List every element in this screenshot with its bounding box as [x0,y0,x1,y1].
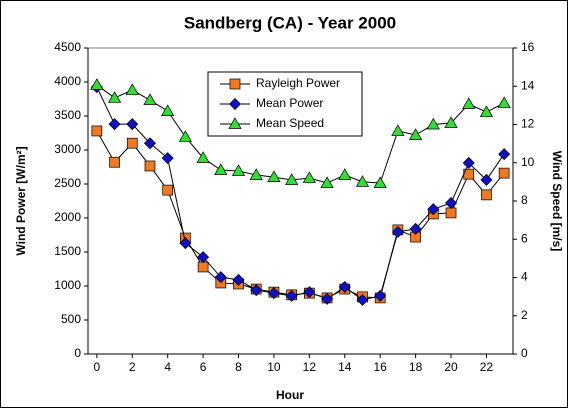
y-tick-label: 1500 [54,244,81,258]
marker [391,124,405,136]
marker [179,237,192,250]
marker [374,289,387,302]
x-axis-label: Hour [276,388,304,402]
marker [481,189,492,201]
marker [338,281,351,294]
marker [356,293,369,306]
marker [231,164,246,176]
marker [196,151,210,163]
y2-tick-label: 6 [521,231,528,245]
y2-tick-label: 12 [521,117,535,131]
marker [391,225,404,238]
y-tick-label: 3500 [54,108,81,122]
y2-axis-label: Wind Speed [m/s] [550,151,564,252]
x-tick-label: 16 [374,360,388,374]
marker [109,156,120,168]
y2-tick-label: 8 [521,193,528,207]
y2-tick-label: 10 [521,155,535,169]
marker [250,284,263,297]
x-tick-label: 0 [94,360,101,374]
marker [497,96,511,108]
marker [197,261,209,273]
marker [90,78,104,90]
x-tick-label: 2 [129,360,136,374]
marker [409,128,423,140]
marker [125,83,139,95]
legend-label: Mean Power [256,96,323,110]
marker [267,287,280,300]
marker [321,292,334,305]
x-tick-label: 20 [444,360,458,374]
y-tick-label: 4500 [54,40,81,54]
y-tick-label: 2000 [54,210,81,224]
marker [480,173,493,186]
y2-tick-label: 0 [521,346,528,360]
marker [426,117,440,130]
marker [445,207,457,219]
marker [303,286,316,299]
legend-label: Mean Speed [256,116,324,130]
marker [498,148,511,161]
marker [320,176,334,188]
marker [197,251,210,264]
x-tick-label: 8 [235,360,242,374]
marker [229,98,241,110]
y2-tick-label: 2 [521,308,528,322]
marker [427,203,440,216]
y2-tick-label: 16 [521,40,535,54]
x-tick-label: 10 [267,360,281,374]
y2-tick-label: 4 [521,270,528,284]
y-tick-label: 3000 [54,142,81,156]
marker [445,197,458,210]
x-tick-label: 12 [303,360,317,374]
x-tick-label: 18 [409,360,423,374]
legend-label: Rayleigh Power [256,76,340,90]
marker [302,171,316,183]
marker [232,273,245,286]
marker [498,167,510,179]
marker [229,78,241,90]
marker [91,125,103,137]
y-tick-label: 1000 [54,278,81,292]
marker [338,168,352,180]
marker [161,104,175,116]
marker [462,97,476,109]
marker [228,117,242,129]
x-tick-label: 6 [200,360,207,374]
marker [249,168,263,180]
marker [214,163,228,175]
x-tick-label: 14 [338,360,352,374]
marker [444,116,458,128]
marker [143,137,156,150]
x-tick-label: 4 [164,360,171,374]
marker [479,105,494,117]
marker [126,118,139,131]
marker [409,222,422,235]
y-axis-label: Wind Power [W/m²] [14,146,28,255]
marker [214,271,227,284]
chart-title: Sandberg (CA) - Year 2000 [184,13,396,32]
y-tick-label: 4000 [54,74,81,88]
marker [373,176,387,188]
marker [355,175,370,187]
marker [267,170,281,182]
marker [462,156,475,169]
marker [285,289,298,302]
y-tick-label: 0 [74,346,81,360]
marker [107,91,122,103]
marker [162,184,174,196]
marker [108,118,121,131]
marker [143,93,157,105]
x-tick-label: 22 [480,360,494,374]
y-tick-label: 500 [61,312,81,326]
y2-tick-label: 14 [521,78,535,92]
y-tick-label: 2500 [54,176,81,190]
marker [285,173,299,185]
marker [126,137,138,149]
marker [161,152,174,165]
marker [178,130,192,142]
marker [144,160,156,172]
